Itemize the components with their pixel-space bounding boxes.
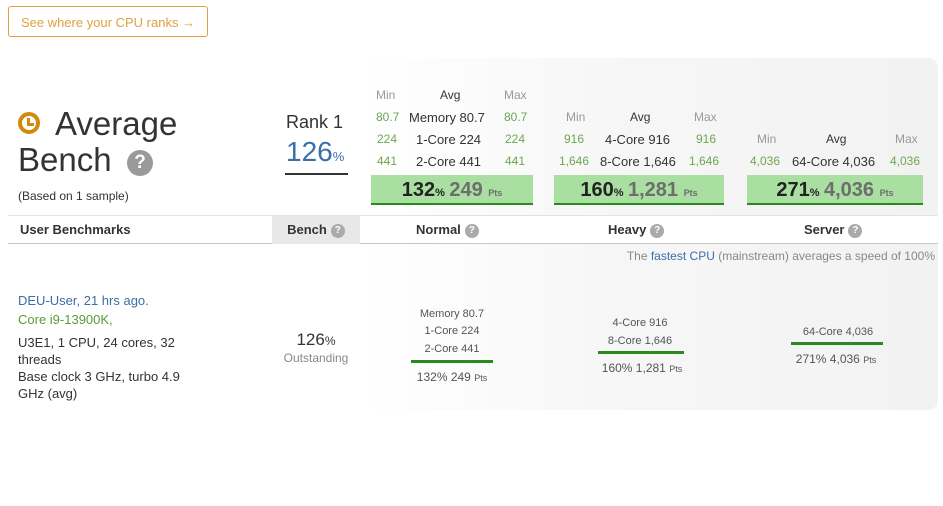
server-score-box: 271% 4,036 Pts [747, 175, 923, 205]
avg-header: Avg [440, 88, 461, 102]
min-value: 80.7 [376, 110, 400, 124]
min-value: 1,646 [559, 154, 590, 168]
col-normal[interactable]: Normal? [416, 216, 479, 244]
clock-icon [18, 112, 40, 134]
avg-value: 8-Core 1,646 [600, 154, 676, 169]
rank-underline [285, 173, 348, 175]
min-header: Min [757, 132, 777, 146]
max-value: 916 [696, 132, 717, 146]
avg-value: 64-Core 4,036 [792, 154, 876, 169]
heavy-detail: 4-Core 916 [612, 317, 668, 329]
user-link[interactable]: DEU-User, 21 hrs ago. [18, 293, 149, 308]
rank-label: Rank 1 [286, 112, 344, 132]
help-icon[interactable]: ? [650, 223, 665, 238]
heavy-detail: 8-Core 1,646 [607, 335, 673, 347]
sample-count: (Based on 1 sample) [18, 189, 129, 203]
server-bar [791, 342, 883, 345]
col-bench[interactable]: Bench? [272, 216, 360, 244]
max-value: 441 [505, 154, 526, 168]
max-value: 80.7 [504, 110, 528, 124]
cpu-name: Core i9-13900K, [18, 312, 113, 327]
normal-detail: 2-Core 441 [424, 343, 480, 355]
max-value: 4,036 [890, 154, 921, 168]
help-icon[interactable]: ? [127, 150, 153, 176]
avg-value: 1-Core 224 [416, 132, 482, 147]
heavy-score-box: 160% 1,281 Pts [554, 175, 724, 205]
min-value: 224 [377, 132, 398, 146]
help-icon[interactable]: ? [848, 223, 863, 238]
avg-value: 4-Core 916 [605, 132, 671, 147]
rank-value: 126% [286, 136, 345, 167]
cpu-specs: U3E1, 1 CPU, 24 cores, 32 threads [18, 335, 175, 367]
max-header: Max [694, 110, 717, 124]
fastest-cpu-note: The fastest CPU (mainstream) averages a … [626, 249, 935, 263]
server-score: 271% 4,036 Pts [795, 352, 877, 366]
server-detail: 64-Core 4,036 [802, 326, 874, 338]
normal-detail: Memory 80.7 [419, 308, 485, 320]
col-server[interactable]: Server? [804, 216, 863, 244]
normal-score: 132% 249 Pts [416, 370, 488, 384]
avg-value: Memory 80.7 [409, 110, 485, 125]
min-header: Min [566, 110, 586, 124]
max-header: Max [504, 88, 527, 102]
help-icon[interactable]: ? [464, 223, 479, 238]
min-value: 441 [377, 154, 398, 168]
benchmarks-table-header: User Benchmarks Bench? Normal? Heavy? Se… [8, 215, 938, 244]
min-value: 4,036 [750, 154, 781, 168]
max-value: 224 [505, 132, 526, 146]
col-heavy[interactable]: Heavy? [608, 216, 665, 244]
normal-bar [411, 360, 493, 363]
min-value: 916 [564, 132, 585, 146]
heavy-bar [598, 351, 684, 354]
heavy-score: 160% 1,281 Pts [601, 361, 683, 375]
normal-score-box: 132% 249 Pts [371, 175, 533, 205]
avg-header: Avg [826, 132, 847, 146]
page-title: Average Bench [18, 105, 178, 178]
avg-header: Avg [630, 110, 651, 124]
help-icon[interactable]: ? [330, 223, 345, 238]
normal-detail: 1-Core 224 [424, 325, 480, 337]
col-user-benchmarks: User Benchmarks [20, 222, 131, 237]
max-header: Max [895, 132, 918, 146]
cpu-clock: Base clock 3 GHz, turbo 4.9 GHz (avg) [18, 369, 180, 401]
fastest-cpu-link[interactable]: fastest CPU [650, 249, 715, 263]
bench-grade: Outstanding [283, 351, 349, 365]
cpu-rank-button[interactable]: See where your CPU ranks → [8, 6, 208, 37]
avg-value: 2-Core 441 [416, 154, 482, 169]
bench-score: 126% [296, 330, 336, 349]
min-header: Min [376, 88, 396, 102]
max-value: 1,646 [689, 154, 720, 168]
